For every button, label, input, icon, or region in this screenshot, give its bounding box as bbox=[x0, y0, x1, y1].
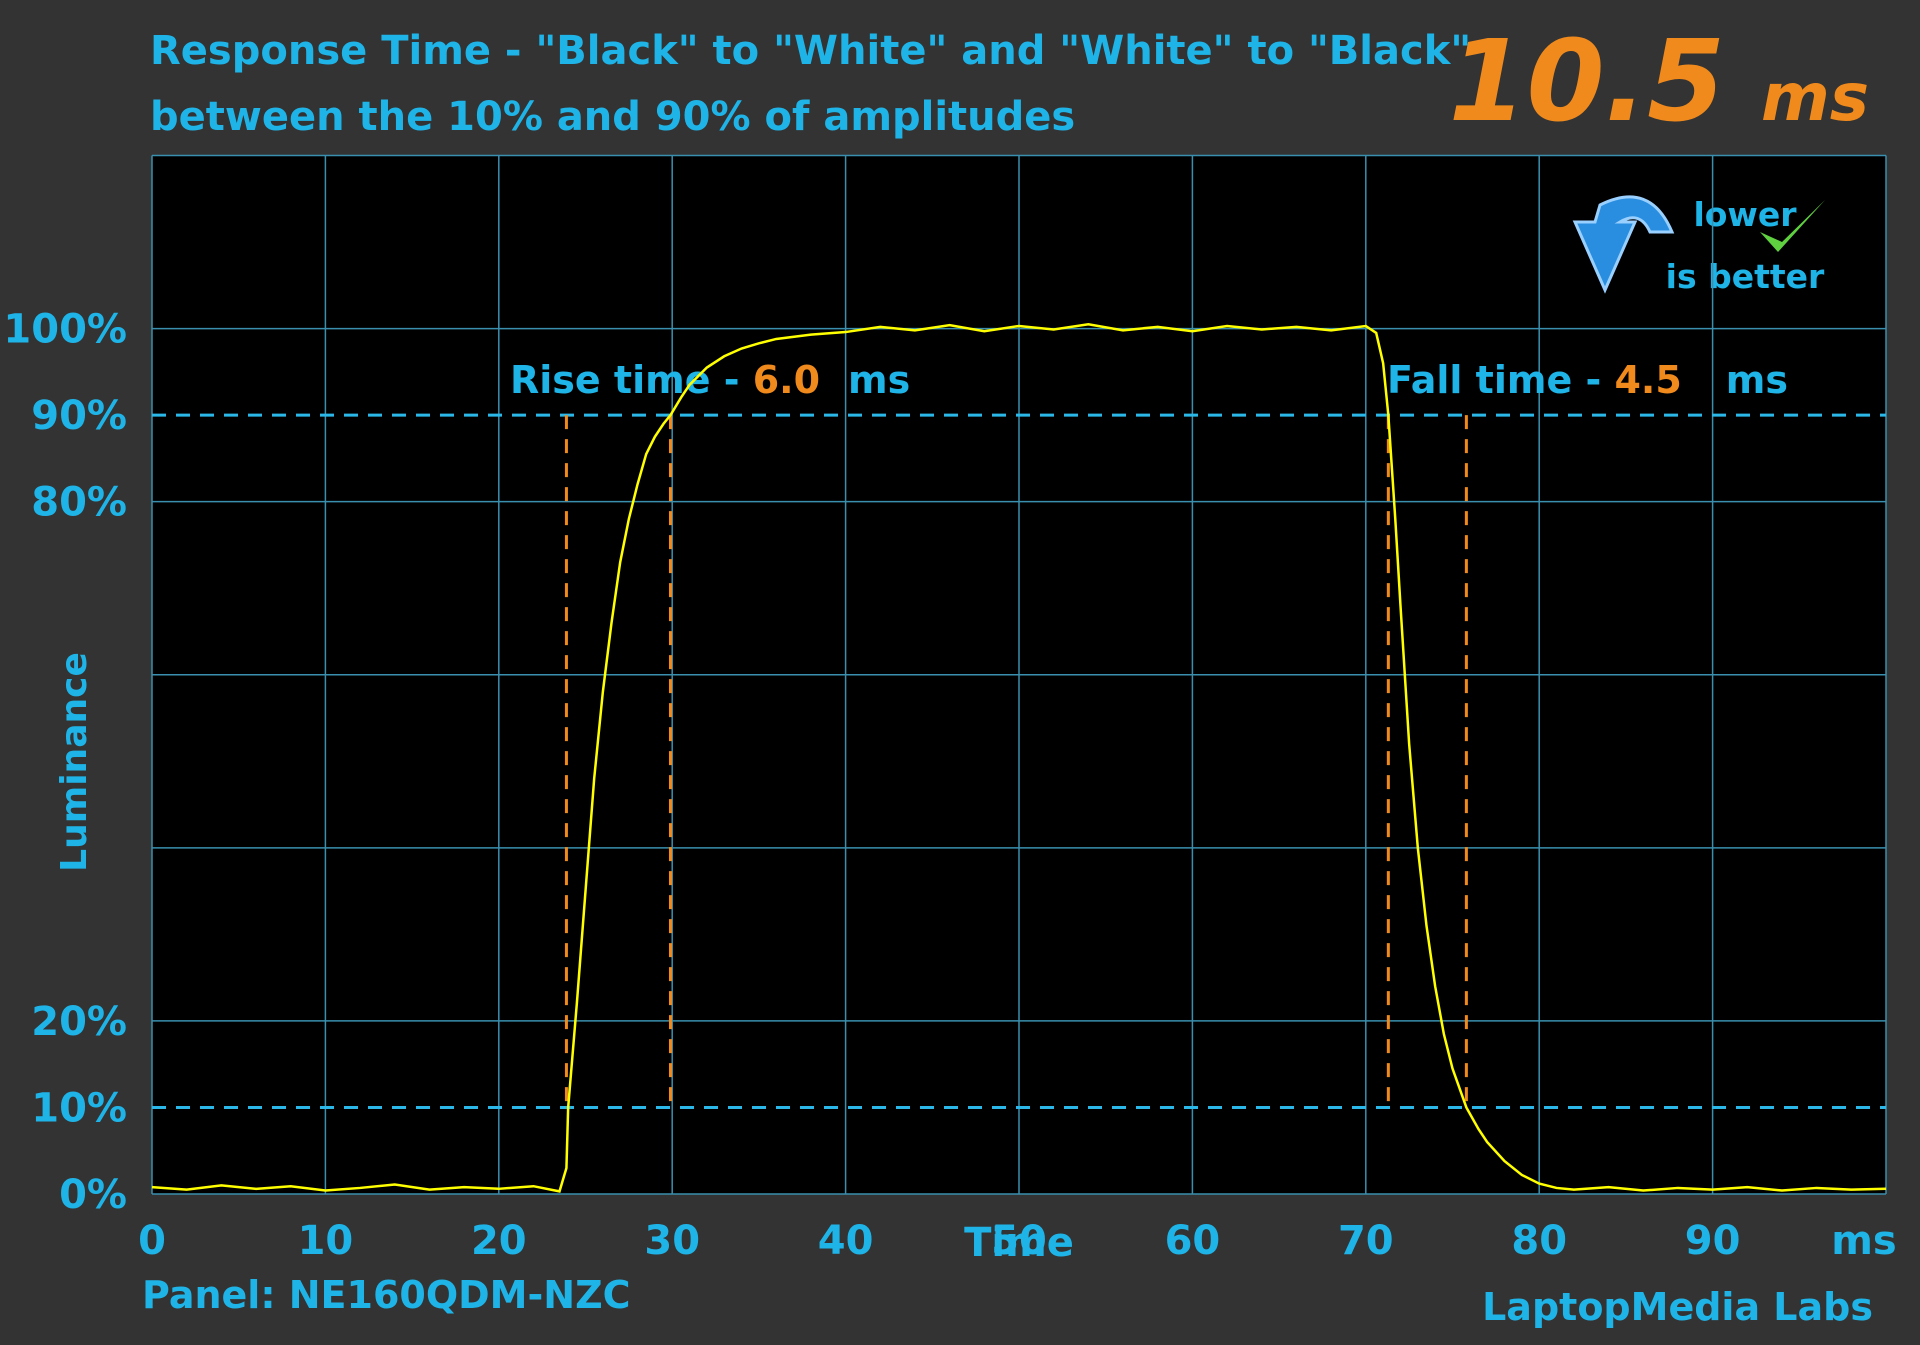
y-tick-label: 0% bbox=[59, 1172, 127, 1218]
badge-line: is better bbox=[1666, 257, 1825, 296]
y-tick-label: 90% bbox=[31, 393, 127, 439]
credit: LaptopMedia Labs bbox=[1482, 1285, 1873, 1329]
panel-label: Panel: NE160QDM-NZC bbox=[142, 1273, 631, 1317]
x-tick-label: 30 bbox=[644, 1218, 700, 1264]
annotation-unit: ms bbox=[1726, 358, 1788, 402]
x-tick-label: 0 bbox=[138, 1218, 166, 1264]
y-tick-label: 80% bbox=[31, 480, 127, 526]
x-tick-label: 90 bbox=[1685, 1218, 1741, 1264]
badge-icon bbox=[1572, 195, 1825, 294]
x-axis-label: Time bbox=[964, 1220, 1074, 1266]
x-tick-label: 60 bbox=[1165, 1218, 1221, 1264]
y-tick-label: 100% bbox=[3, 307, 127, 353]
arrow bbox=[1572, 195, 1675, 294]
annotation-text: Fall time - bbox=[1387, 358, 1614, 402]
y-tick-label: 20% bbox=[31, 999, 127, 1045]
annotation-unit: ms bbox=[848, 358, 910, 402]
annotation-value: 6.0 bbox=[753, 358, 820, 402]
x-tick-label: 50 bbox=[991, 1218, 1047, 1264]
chart-title: Response Time - "Black" to "White" and "… bbox=[150, 28, 1471, 74]
annotation: Fall time - 4.5 ms bbox=[1387, 358, 1788, 402]
y-axis-label: Luminance bbox=[54, 652, 95, 872]
x-tick-label: ms bbox=[1831, 1218, 1897, 1264]
x-tick-label: 10 bbox=[298, 1218, 354, 1264]
x-tick-label: 20 bbox=[471, 1218, 527, 1264]
headline-value: 10.5 bbox=[1449, 17, 1725, 147]
chart-subtitle: between the 10% and 90% of amplitudes bbox=[150, 94, 1075, 140]
x-tick-label: 40 bbox=[818, 1218, 874, 1264]
headline-unit: ms bbox=[1761, 59, 1869, 136]
annotation-value: 4.5 bbox=[1614, 358, 1681, 402]
x-tick-label: 70 bbox=[1338, 1218, 1394, 1264]
annotation-text: Rise time - bbox=[510, 358, 753, 402]
x-tick-label: 80 bbox=[1511, 1218, 1567, 1264]
badge-line: lower bbox=[1693, 195, 1797, 234]
data-line bbox=[151, 322, 1887, 1193]
y-tick-label: 10% bbox=[31, 1085, 127, 1131]
